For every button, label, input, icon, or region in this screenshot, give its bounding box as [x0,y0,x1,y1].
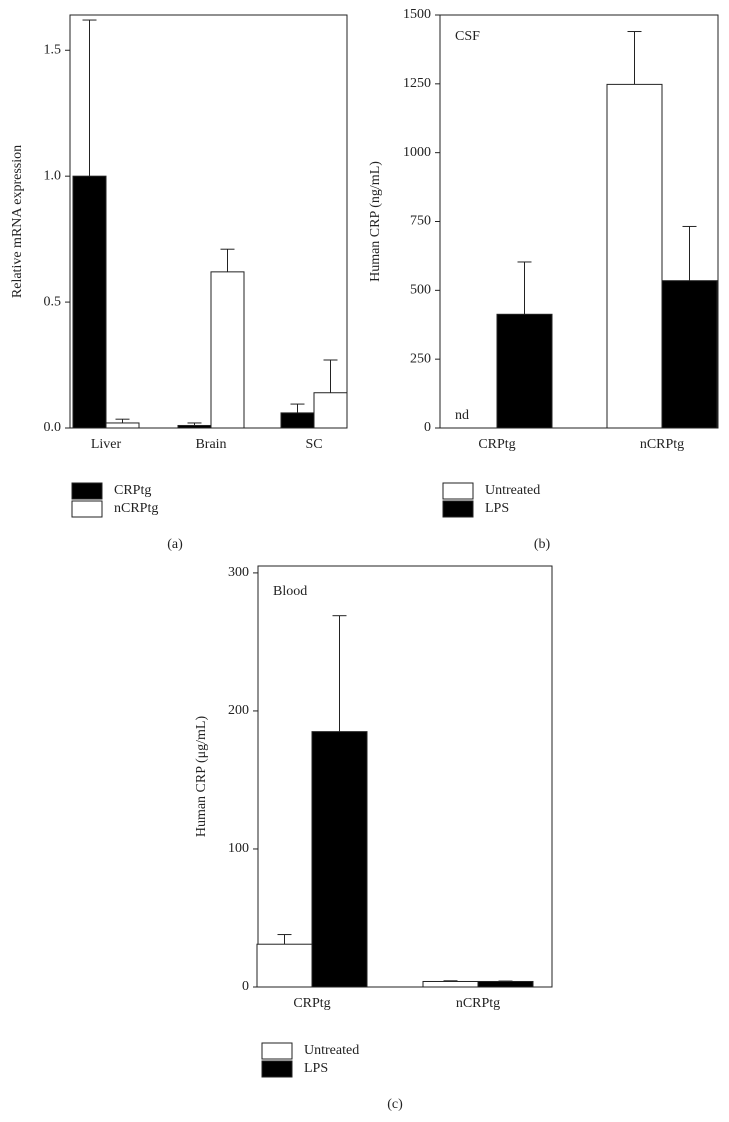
legend-label: Untreated [304,1043,359,1058]
error-bar [323,359,338,393]
y-tick-label: 0.5 [44,294,62,309]
y-tick-label: 750 [410,214,431,229]
legend-swatch [71,500,103,518]
legend-label: LPS [304,1061,328,1076]
legend-swatch [261,1060,293,1078]
legend-swatch [442,482,474,500]
panel-label: (b) [534,537,551,552]
y-tick-label: 1.5 [44,42,62,57]
y-tick-label: 200 [228,703,249,718]
plot-frame [69,14,348,429]
x-tick-label: nCRPtg [640,437,684,452]
y-tick-label: 0 [424,420,431,435]
x-tick-label: SC [305,437,322,452]
x-tick-label: CRPtg [293,996,330,1011]
error-bar [290,403,305,413]
legend-label: LPS [485,501,509,516]
x-tick-label: Liver [91,437,122,452]
annotation: CSF [455,29,480,44]
y-tick-label: 1.0 [44,168,62,183]
bar [280,412,315,429]
bar [311,731,368,988]
error-bar [277,934,292,945]
y-tick-label: 500 [410,283,431,298]
error-bar [627,31,642,85]
bar [606,83,663,429]
error-bar [682,225,697,281]
y-axis-label: Human CRP (ng/mL) [368,161,383,282]
annotation: Blood [273,584,307,599]
annotation: nd [455,408,469,423]
error-bar [220,248,235,272]
bar [313,392,348,429]
panel-label: (c) [387,1097,403,1112]
x-tick-label: Brain [195,437,226,452]
bar [496,313,553,429]
bar [72,175,107,429]
legend-label: nCRPtg [114,501,158,516]
y-tick-label: 1250 [403,76,431,91]
bar [177,424,212,429]
y-tick-label: 0 [242,979,249,994]
bar [256,943,313,988]
y-tick-label: 1500 [403,7,431,22]
bar [661,280,718,429]
bar [422,980,479,988]
panel-label: (a) [167,537,183,552]
plot-frame [257,565,553,988]
error-bar [517,261,532,315]
y-tick-label: 1000 [403,145,431,160]
legend-label: CRPtg [114,483,151,498]
bar [105,422,140,429]
error-bar [82,19,97,177]
error-bar [332,615,347,732]
y-tick-label: 100 [228,841,249,856]
y-tick-label: 300 [228,565,249,580]
y-axis-label: Human CRP (μg/mL) [194,716,209,838]
legend-swatch [261,1042,293,1060]
y-tick-label: 0.0 [44,420,62,435]
error-bar [115,418,130,423]
legend-swatch [442,500,474,518]
legend-label: Untreated [485,483,540,498]
x-tick-label: nCRPtg [456,996,500,1011]
bar [210,271,245,429]
legend-swatch [71,482,103,500]
bar [477,980,534,988]
y-axis-label: Relative mRNA expression [10,145,25,298]
x-tick-label: CRPtg [478,437,515,452]
y-tick-label: 250 [410,351,431,366]
